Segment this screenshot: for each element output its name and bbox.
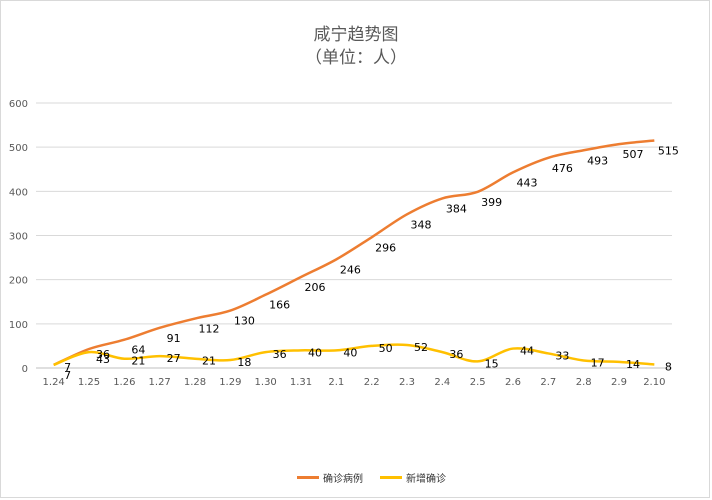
x-tick-label: 1.30: [255, 377, 277, 388]
data-label-confirmed: 112: [199, 323, 220, 336]
data-label-new: 33: [555, 349, 569, 362]
x-tick-label: 1.25: [78, 377, 100, 388]
x-tick-label: 1.29: [219, 377, 241, 388]
data-label-confirmed: 246: [340, 263, 361, 276]
y-tick-label: 600: [9, 99, 28, 110]
data-label-confirmed: 399: [481, 196, 502, 209]
data-label-confirmed: 507: [623, 148, 644, 161]
data-label-new: 40: [308, 346, 322, 359]
chart-legend: 确诊病例 新增确诊: [0, 470, 712, 486]
series-line-new: [53, 343, 655, 367]
data-label-new: 18: [237, 356, 251, 369]
data-label-new: 8: [665, 360, 672, 373]
data-label-new: 27: [167, 352, 181, 365]
data-label-new: 15: [485, 357, 499, 370]
data-label-confirmed: 476: [552, 162, 573, 175]
data-label-new: 36: [273, 348, 287, 361]
data-label-confirmed: 493: [587, 154, 608, 167]
x-tick-label: 2.8: [576, 377, 592, 388]
x-tick-label: 1.24: [43, 377, 65, 388]
x-tick-label: 2.1: [328, 377, 344, 388]
legend-item-confirmed: 确诊病例: [297, 470, 363, 485]
x-tick-label: 2.7: [540, 377, 556, 388]
data-label-new: 44: [520, 345, 534, 358]
data-label-confirmed: 130: [234, 315, 255, 328]
data-label-new: 7: [64, 361, 71, 374]
x-tick-label: 2.4: [434, 377, 450, 388]
legend-label-confirmed: 确诊病例: [323, 474, 363, 485]
legend-item-new: 新增确诊: [380, 470, 446, 485]
y-tick-label: 400: [9, 187, 28, 198]
data-label-new: 36: [96, 348, 110, 361]
data-label-new: 52: [414, 341, 428, 354]
data-label-confirmed: 515: [658, 145, 679, 158]
y-tick-label: 0: [22, 364, 28, 375]
x-tick-label: 1.31: [290, 377, 312, 388]
x-tick-label: 2.2: [364, 377, 380, 388]
legend-label-new: 新增确诊: [406, 474, 446, 485]
x-tick-label: 1.28: [184, 377, 206, 388]
data-label-confirmed: 7: [64, 369, 71, 382]
data-label-new: 14: [626, 358, 640, 371]
data-label-confirmed: 384: [446, 202, 467, 215]
data-label-new: 17: [591, 356, 605, 369]
series-line-confirmed: [53, 139, 655, 367]
data-label-confirmed: 348: [411, 218, 432, 231]
data-label-new: 21: [131, 355, 145, 368]
y-tick-label: 100: [9, 320, 28, 331]
data-label-new: 21: [202, 355, 216, 368]
x-tick-label: 2.5: [470, 377, 486, 388]
x-tick-label: 2.10: [643, 377, 665, 388]
chart-subtitle: （单位：人）: [305, 48, 407, 68]
data-label-confirmed: 64: [131, 344, 145, 357]
y-tick-label: 300: [9, 232, 28, 243]
data-label-new: 40: [343, 346, 357, 359]
x-tick-label: 1.26: [113, 377, 135, 388]
data-label-confirmed: 443: [517, 176, 538, 189]
data-label-confirmed: 91: [167, 332, 181, 345]
x-tick-label: 2.6: [505, 377, 521, 388]
data-label-confirmed: 296: [375, 241, 396, 254]
y-tick-label: 500: [9, 143, 28, 154]
data-label-confirmed: 43: [96, 353, 110, 366]
data-label-confirmed: 206: [305, 281, 326, 294]
data-label-new: 50: [379, 342, 393, 355]
x-tick-label: 1.27: [149, 377, 171, 388]
data-label-new: 36: [449, 348, 463, 361]
legend-swatch-confirmed: [297, 476, 319, 479]
chart-title: 咸宁趋势图: [313, 25, 399, 45]
x-tick-label: 2.3: [399, 377, 415, 388]
data-label-confirmed: 166: [269, 299, 290, 312]
legend-swatch-new: [380, 476, 402, 479]
x-tick-label: 2.9: [611, 377, 627, 388]
y-tick-label: 200: [9, 276, 28, 287]
